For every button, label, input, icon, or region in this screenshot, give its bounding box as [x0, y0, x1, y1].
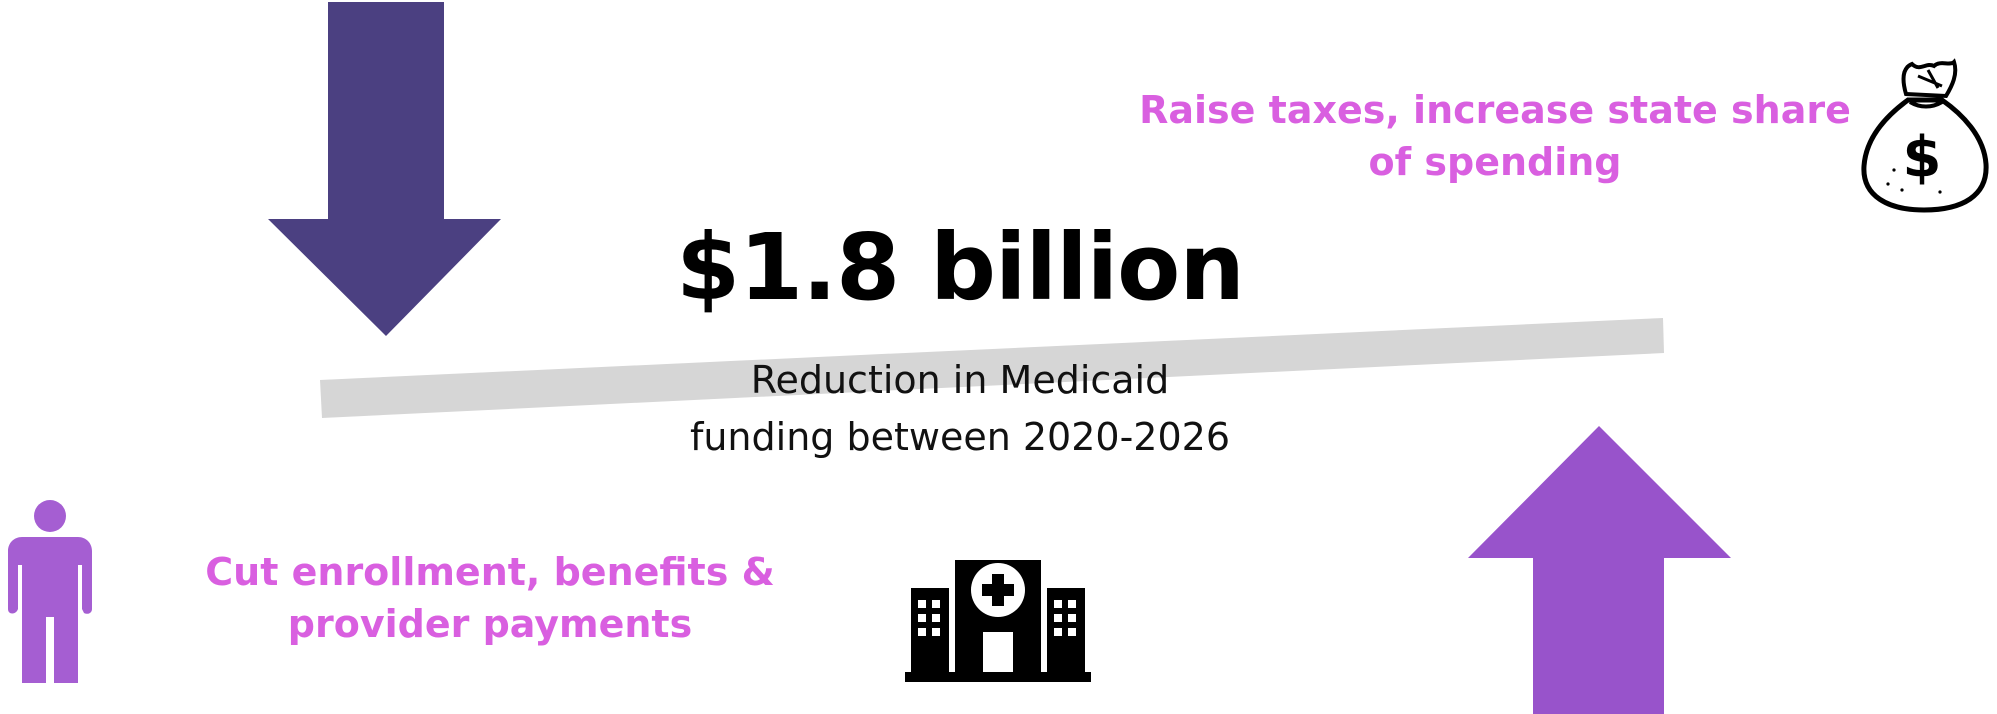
beam-bar — [320, 318, 1664, 418]
down-arrow — [268, 2, 501, 336]
up-arrow — [1468, 426, 1731, 714]
person-icon — [8, 500, 92, 683]
option-cut-enrollment: Cut enrollment, benefits & provider paym… — [205, 550, 775, 646]
svg-text:$: $ — [1903, 125, 1942, 190]
description-line-1: Reduction in Medicaid — [750, 358, 1170, 402]
hospital-icon — [905, 560, 1091, 682]
description-line-2: funding between 2020-2026 — [689, 415, 1231, 459]
headline-description: Reduction in Medicaid funding between 20… — [560, 352, 1360, 466]
option-raise-taxes: Raise taxes, increase state share of spe… — [1139, 88, 1851, 184]
money-bag-icon: $ — [1861, 58, 1989, 213]
headline-amount: $1.8 billion — [676, 214, 1245, 321]
